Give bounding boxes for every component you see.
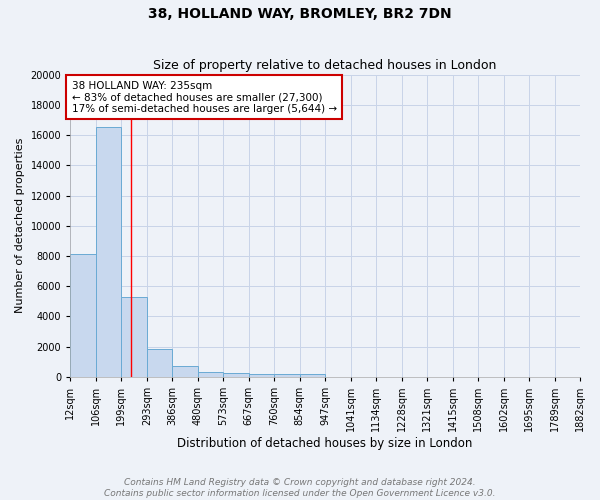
Text: Contains HM Land Registry data © Crown copyright and database right 2024.
Contai: Contains HM Land Registry data © Crown c… [104, 478, 496, 498]
X-axis label: Distribution of detached houses by size in London: Distribution of detached houses by size … [178, 437, 473, 450]
Bar [249, 374, 274, 377]
Bar [198, 372, 223, 377]
Bar [147, 349, 172, 377]
Bar [172, 366, 198, 377]
Bar [274, 374, 300, 377]
Text: 38 HOLLAND WAY: 235sqm
← 83% of detached houses are smaller (27,300)
17% of semi: 38 HOLLAND WAY: 235sqm ← 83% of detached… [71, 80, 337, 114]
Bar [96, 128, 121, 377]
Bar [121, 297, 147, 377]
Title: Size of property relative to detached houses in London: Size of property relative to detached ho… [154, 59, 497, 72]
Text: 38, HOLLAND WAY, BROMLEY, BR2 7DN: 38, HOLLAND WAY, BROMLEY, BR2 7DN [148, 8, 452, 22]
Bar [300, 374, 325, 377]
Y-axis label: Number of detached properties: Number of detached properties [15, 138, 25, 314]
Bar [223, 374, 249, 377]
Bar [70, 254, 96, 377]
